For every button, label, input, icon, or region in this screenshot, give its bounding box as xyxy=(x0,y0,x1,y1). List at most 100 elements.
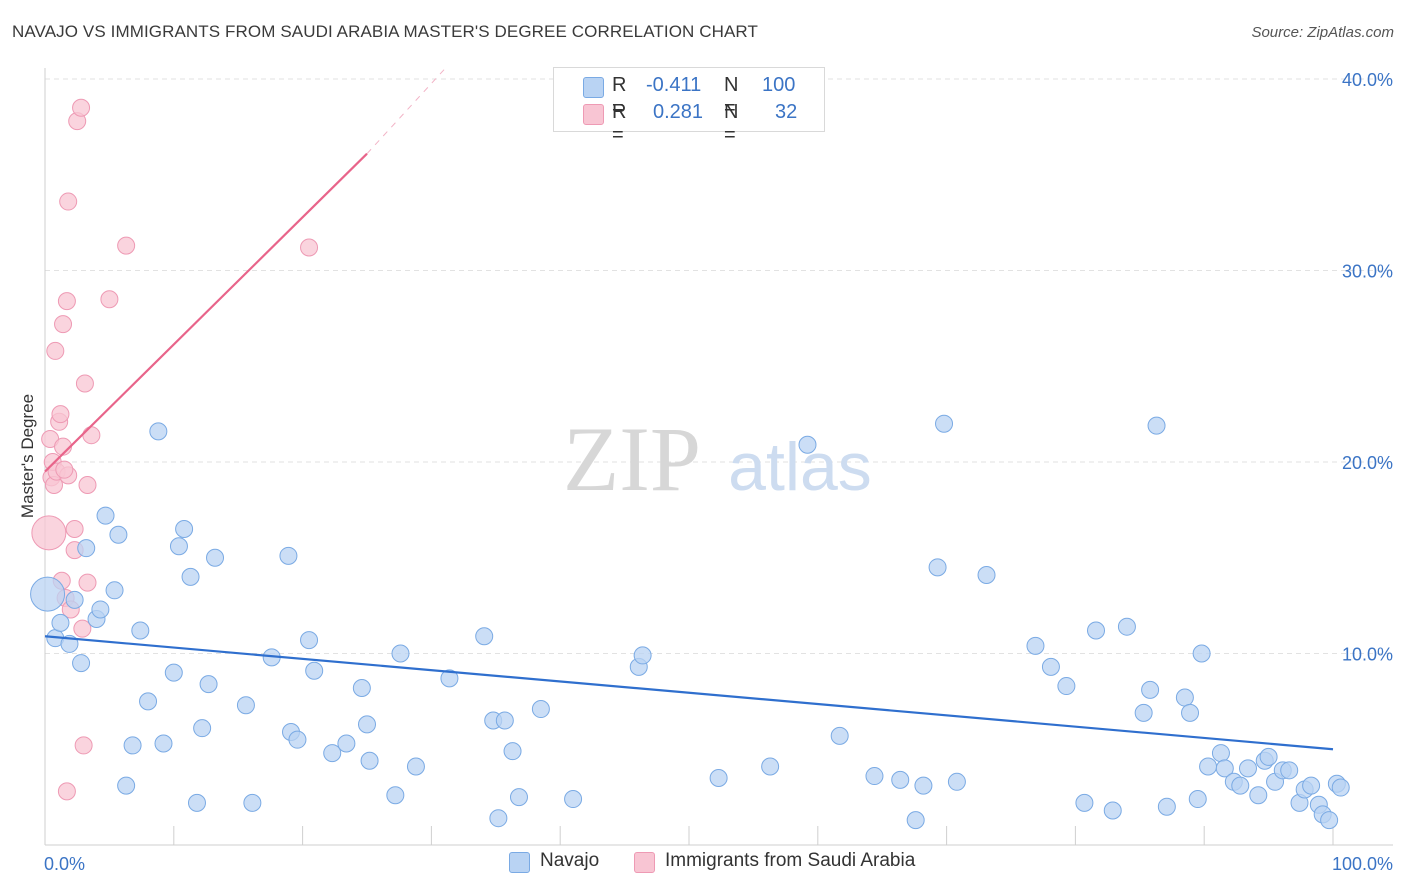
navajo-point xyxy=(906,811,925,830)
saudi-point xyxy=(117,236,136,255)
saudi-points xyxy=(31,98,319,801)
navajo-n-label: N = xyxy=(724,74,739,119)
saudi-point xyxy=(54,315,73,334)
navajo-point xyxy=(51,613,70,632)
navajo-point xyxy=(169,537,188,556)
chart-title: NAVAJO VS IMMIGRANTS FROM SAUDI ARABIA M… xyxy=(12,22,758,41)
navajo-point xyxy=(531,700,550,719)
navajo-point xyxy=(117,776,136,795)
navajo-point xyxy=(865,767,884,786)
saudi-r-label: R = xyxy=(612,101,627,146)
axes xyxy=(44,68,1393,846)
navajo-point xyxy=(489,809,508,828)
navajo-point xyxy=(305,661,324,680)
navajo-point xyxy=(123,736,142,755)
saudi-point xyxy=(55,460,74,479)
navajo-point xyxy=(206,548,225,567)
navajo-point xyxy=(131,621,150,640)
saudi-point xyxy=(31,515,67,551)
navajo-point xyxy=(181,567,200,586)
saudi-point xyxy=(300,238,319,257)
navajo-trend-line xyxy=(44,635,1334,751)
navajo-point xyxy=(236,696,255,715)
navajo-swatch xyxy=(583,77,604,98)
saudi-point xyxy=(75,374,94,393)
navajo-point xyxy=(175,520,194,539)
saudi-point xyxy=(73,619,92,638)
correlation-legend: R = -0.411 N = 100 R = 0.281 N = 32 xyxy=(553,67,825,146)
navajo-point xyxy=(105,581,124,600)
navajo-point xyxy=(1280,761,1299,780)
navajo-point xyxy=(1192,644,1211,663)
navajo-r-label: R = xyxy=(612,74,627,119)
saudi-point xyxy=(82,426,101,445)
navajo-r-value: -0.411 xyxy=(646,74,702,96)
navajo-point xyxy=(77,539,96,558)
navajo-point xyxy=(337,734,356,753)
navajo-point xyxy=(65,590,84,609)
navajo-point xyxy=(154,734,173,753)
saudi-n-value: 32 xyxy=(775,101,798,123)
y-tick-label-40: 40.0% xyxy=(1342,70,1393,90)
saudi-point xyxy=(59,192,78,211)
saudi-point xyxy=(65,520,84,539)
navajo-point xyxy=(1211,744,1230,763)
navajo-point xyxy=(891,770,910,789)
navajo-n-value: 100 xyxy=(762,74,796,96)
navajo-point xyxy=(1188,790,1207,809)
navajo-point xyxy=(1147,416,1166,435)
navajo-point xyxy=(193,719,212,738)
navajo-point xyxy=(30,576,66,612)
navajo-point xyxy=(391,644,410,663)
navajo-point xyxy=(352,678,371,697)
navajo-point xyxy=(139,692,158,711)
navajo-points xyxy=(30,414,1350,830)
navajo-point xyxy=(947,772,966,791)
saudi-point xyxy=(57,292,76,311)
navajo-point xyxy=(1087,621,1106,640)
navajo-point xyxy=(1238,759,1257,778)
saudi-trend-extension xyxy=(366,69,445,155)
navajo-point xyxy=(358,715,376,734)
navajo-point xyxy=(1259,747,1278,766)
navajo-point xyxy=(72,654,91,673)
saudi-r-value: 0.281 xyxy=(653,101,704,123)
saudi-point xyxy=(72,98,91,117)
navajo-point xyxy=(830,726,849,745)
navajo-point xyxy=(164,663,183,682)
saudi-point xyxy=(51,405,70,424)
saudi-point xyxy=(100,290,119,309)
y-tick-label-30: 30.0% xyxy=(1342,262,1393,282)
saudi-point xyxy=(78,475,97,494)
navajo-point xyxy=(1199,757,1218,776)
saudi-point xyxy=(78,573,97,592)
trend-lines xyxy=(44,69,1334,751)
saudi-point xyxy=(74,736,93,755)
y-axis-title: Master's Degree xyxy=(18,394,37,518)
navajo-point xyxy=(914,776,933,795)
saudi-n-label: N = xyxy=(724,101,739,146)
navajo-point xyxy=(935,414,954,433)
navajo-point xyxy=(564,790,583,809)
navajo-point xyxy=(288,730,307,749)
navajo-point xyxy=(1181,703,1200,722)
navajo-point xyxy=(96,506,115,525)
navajo-point xyxy=(1302,776,1321,795)
navajo-point xyxy=(149,422,168,441)
source-label: Source: ZipAtlas.com xyxy=(1251,24,1394,41)
navajo-point xyxy=(406,757,425,776)
navajo-point xyxy=(1157,797,1176,816)
navajo-point xyxy=(1057,677,1076,696)
saudi-trend-line xyxy=(44,152,368,473)
navajo-point xyxy=(1331,778,1350,797)
bottom-navajo-label: Navajo xyxy=(540,850,600,871)
bottom-saudi-label: Immigrants from Saudi Arabia xyxy=(665,850,916,871)
navajo-point xyxy=(509,788,528,807)
navajo-point xyxy=(503,742,522,761)
saudi-point xyxy=(57,782,76,801)
navajo-point xyxy=(91,600,110,619)
bottom-navajo-swatch xyxy=(509,852,530,873)
x-tick-label-100: 100.0% xyxy=(1332,854,1393,874)
navajo-point xyxy=(300,631,319,650)
